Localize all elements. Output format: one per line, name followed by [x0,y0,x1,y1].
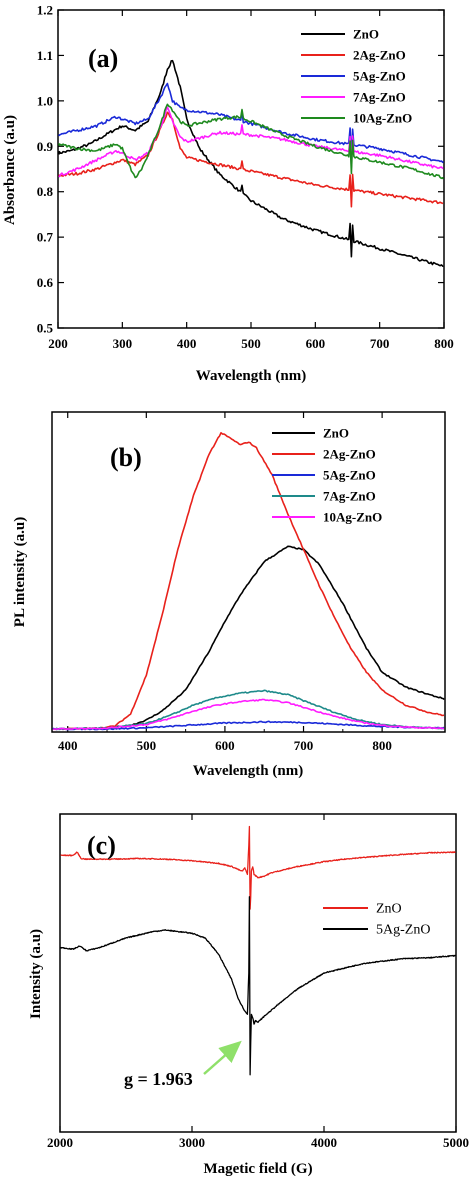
panel-c-tick-marks [59,814,457,1132]
panel-b-series-line-5ag-zno [52,720,445,731]
panel-a-series-line-zno [58,59,444,267]
panel-a-x-tick-label: 300 [113,336,133,351]
panel-a-legend: ZnO 2Ag-ZnO 5Ag-ZnO 7Ag-ZnO 10Ag-ZnO [301,27,412,126]
panel-b-legend-label-2ag-zno: 2Ag-ZnO [323,447,376,462]
panel-a-legend-label-zno: ZnO [353,27,379,42]
panel-b-x-tick-label: 500 [137,738,157,753]
panel-a-series-group [58,59,444,267]
panel-a-legend-label-5ag-zno: 5Ag-ZnO [353,69,406,84]
panel-c-x-axis-title: Magetic field (G) [203,1161,312,1177]
panel-a-x-tick-label: 400 [177,336,197,351]
panel-a-x-tick-labels: 200 300 400 500 600 700 800 [48,336,454,351]
panel-a-x-tick-label: 200 [48,336,68,351]
panel-a-series-line-2ag-zno [58,111,444,208]
panel-b-series-group [52,432,445,731]
panel-a-series-line-10ag-zno [58,103,444,180]
panel-a-x-axis-title: Wavelength (nm) [196,368,306,384]
panel-c-y-axis-title: Intensity (a.u) [28,929,44,1019]
panel-b-series-line-10ag-zno [52,698,445,731]
panel-b-x-tick-label: 400 [58,738,78,753]
panel-a-legend-label-7ag-zno: 7Ag-ZnO [353,90,406,105]
panel-c-series-line-zno [60,825,456,910]
panel-c-x-tick-label: 4000 [311,1135,337,1150]
panel-c-x-tick-label: 3000 [179,1135,205,1150]
panel-c-series-group [60,825,456,1076]
panel-c-x-tick-label: 2000 [47,1135,73,1150]
panel-b-series-line-2ag-zno [52,432,445,731]
panel-a-y-tick-label: 1.1 [37,48,53,63]
panel-b-label: (b) [110,443,142,472]
panel-b-pl-chart: 400 500 600 700 800 Wavelength (nm) PL inten… [12,411,446,779]
panel-a-label: (a) [88,44,118,73]
panel-c-series-line-5ag-zno [60,896,456,1076]
panel-b-x-tick-label: 600 [215,738,235,753]
panel-a-x-tick-label: 700 [370,336,390,351]
panel-a-x-tick-label: 500 [241,336,261,351]
panel-a-y-tick-label: 0.6 [37,275,54,290]
panel-a-legend-label-2ag-zno: 2Ag-ZnO [353,48,406,63]
panel-b-series-line-zno [52,545,445,731]
panel-c-x-tick-labels: 2000 3000 4000 5000 [47,1135,469,1150]
panel-a-tick-marks [57,9,445,329]
panel-b-tick-marks [67,412,383,732]
panel-c-x-tick-label: 5000 [443,1135,469,1150]
panel-a-absorbance-chart: 200 300 400 500 600 700 800 0.5 0.6 0.7 0.8 0.9 1.0… [2,3,454,385]
panel-b-legend-label-7ag-zno: 7Ag-ZnO [323,489,376,504]
panel-b-plot-frame [51,411,446,733]
panel-c-annotation-arrow [203,1040,242,1075]
panel-a-y-tick-label: 0.7 [37,230,54,245]
panel-b-y-axis-title: PL intensity (a.u) [12,517,28,627]
panel-c-label: (c) [87,831,116,860]
panel-c-epr-chart: 2000 3000 4000 5000 Magetic field (G) Inten… [28,813,469,1177]
panel-c-legend: ZnO 5Ag-ZnO [323,902,430,938]
panel-c-legend-label-5ag-zno: 5Ag-ZnO [376,923,430,938]
panel-b-legend-label-zno: ZnO [323,426,349,441]
panel-c-legend-label-zno: ZnO [376,902,402,917]
panel-a-y-tick-label: 0.8 [37,184,54,199]
panel-b-series-line-7ag-zno [52,689,445,731]
panel-a-y-tick-label: 1.2 [37,3,53,18]
panel-a-y-tick-label: 0.5 [37,321,54,336]
panel-a-y-tick-label: 1.0 [37,93,53,108]
panel-b-legend-label-5ag-zno: 5Ag-ZnO [323,468,376,483]
panel-b-x-tick-label: 700 [294,738,314,753]
panel-a-x-tick-label: 800 [434,336,454,351]
panel-c-g-value-annotation: g = 1.963 [124,1069,193,1089]
panel-b-x-axis-title: Wavelength (nm) [193,763,303,779]
panel-b-legend: ZnO 2Ag-ZnO 5Ag-ZnO 7Ag-ZnO 10Ag-ZnO [272,426,382,525]
panel-a-y-tick-labels: 0.5 0.6 0.7 0.8 0.9 1.0 1.1 1.2 [37,3,54,336]
panel-a-y-axis-title: Absorbance (a.u) [2,115,18,225]
panel-a-legend-label-10ag-zno: 10Ag-ZnO [353,111,412,126]
panel-a-x-tick-label: 600 [306,336,326,351]
panel-c-plot-frame [59,813,457,1133]
panel-a-series-line-7ag-zno [58,106,444,178]
panel-b-x-tick-labels: 400 500 600 700 800 [58,738,392,753]
panel-b-x-tick-label: 800 [372,738,392,753]
panel-a-y-tick-label: 0.9 [37,139,54,154]
panel-b-legend-label-10ag-zno: 10Ag-ZnO [323,510,382,525]
